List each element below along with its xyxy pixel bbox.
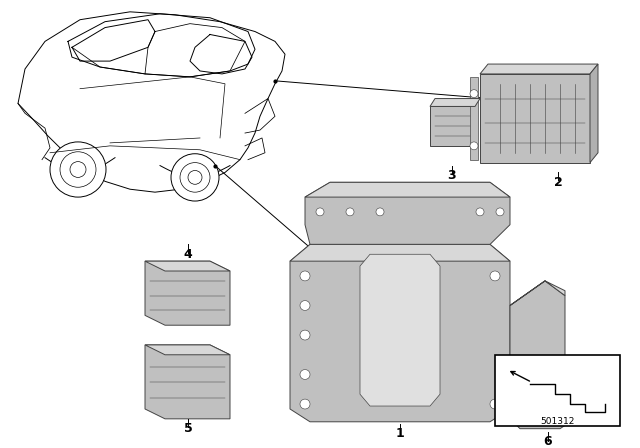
Text: 3: 3 xyxy=(448,169,456,182)
Polygon shape xyxy=(360,254,440,406)
Circle shape xyxy=(171,154,219,201)
Polygon shape xyxy=(480,64,598,74)
Circle shape xyxy=(300,370,310,379)
Circle shape xyxy=(316,208,324,216)
Polygon shape xyxy=(480,74,590,163)
Polygon shape xyxy=(145,261,230,271)
Polygon shape xyxy=(18,12,285,192)
Bar xyxy=(495,355,620,426)
Polygon shape xyxy=(510,384,575,394)
Circle shape xyxy=(300,271,310,281)
Polygon shape xyxy=(145,345,230,355)
Circle shape xyxy=(470,90,478,98)
Polygon shape xyxy=(145,261,230,325)
Circle shape xyxy=(470,142,478,150)
Polygon shape xyxy=(305,182,510,197)
Circle shape xyxy=(300,399,310,409)
Polygon shape xyxy=(470,77,478,159)
Circle shape xyxy=(50,142,106,197)
Polygon shape xyxy=(145,345,230,419)
Text: 5: 5 xyxy=(184,422,193,435)
Polygon shape xyxy=(510,281,565,306)
Text: 4: 4 xyxy=(184,248,193,261)
Polygon shape xyxy=(510,384,575,429)
Text: 501312: 501312 xyxy=(540,417,574,426)
Circle shape xyxy=(476,208,484,216)
Text: 2: 2 xyxy=(554,176,563,189)
Polygon shape xyxy=(430,99,480,107)
Polygon shape xyxy=(430,107,475,146)
Polygon shape xyxy=(290,245,510,422)
Circle shape xyxy=(490,271,500,281)
Text: 1: 1 xyxy=(396,427,404,440)
Polygon shape xyxy=(510,281,565,394)
Circle shape xyxy=(496,208,504,216)
Circle shape xyxy=(490,399,500,409)
Polygon shape xyxy=(290,245,510,261)
Circle shape xyxy=(346,208,354,216)
Circle shape xyxy=(376,208,384,216)
Polygon shape xyxy=(305,182,510,245)
Circle shape xyxy=(300,330,310,340)
Polygon shape xyxy=(590,64,598,163)
Text: 6: 6 xyxy=(544,435,552,448)
Circle shape xyxy=(300,301,310,310)
